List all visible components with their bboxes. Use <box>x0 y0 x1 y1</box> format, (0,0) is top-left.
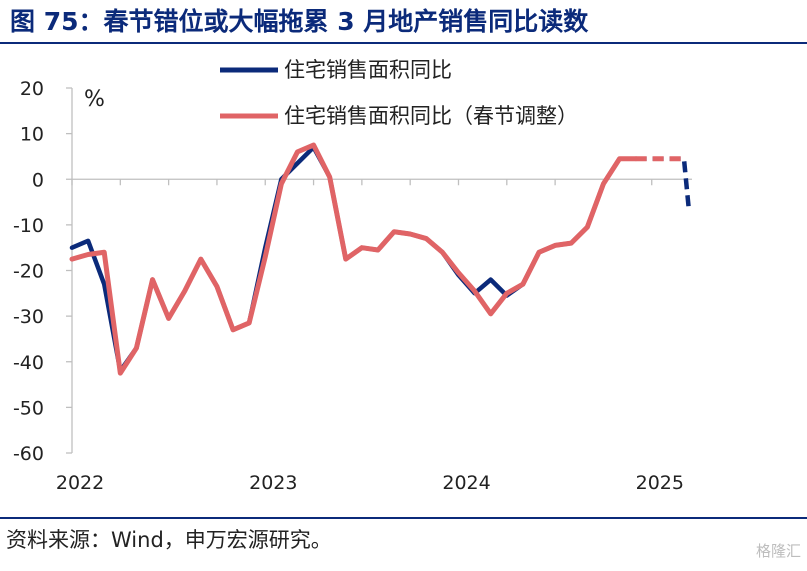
series-raw-line <box>69 145 638 374</box>
source-note: 资料来源：Wind，申万宏源研究。 <box>6 528 332 552</box>
x-tick-label: 2025 <box>636 472 684 494</box>
legend-label-raw: 住宅销售面积同比 <box>284 58 452 82</box>
x-tick-label: 2024 <box>442 472 490 494</box>
title-underline <box>0 42 807 44</box>
series-adjusted-line <box>69 142 639 376</box>
figure-title: 图 75：春节错位或大幅拖累 3 月地产销售同比读数 <box>10 7 589 36</box>
y-tick-label: -40 <box>13 352 44 374</box>
chart-axes: 20 10 0 -10 -20 -30 -40 -50 -60 2022 2023 2024 2025 <box>13 78 692 494</box>
y-tick-label: 0 <box>32 169 44 191</box>
y-tick-label: 10 <box>20 124 44 146</box>
watermark: 格隆汇 <box>755 542 801 560</box>
x-tick-label: 2022 <box>56 472 104 494</box>
chart-series <box>69 142 692 376</box>
y-tick-label: -60 <box>13 443 44 465</box>
y-unit-label: % <box>84 87 105 112</box>
y-tick-label: 20 <box>20 78 44 100</box>
legend-label-adjusted: 住宅销售面积同比（春节调整） <box>284 104 578 128</box>
y-tick-label: -10 <box>13 215 44 237</box>
footer-rule <box>0 517 807 519</box>
y-tick-label: -50 <box>13 397 44 419</box>
chart-legend: 住宅销售面积同比 住宅销售面积同比（春节调整） <box>220 58 578 128</box>
x-tick-label: 2023 <box>249 472 297 494</box>
y-tick-label: -30 <box>13 306 44 328</box>
y-tick-label: -20 <box>13 261 44 283</box>
series-raw-dashed-segment <box>635 156 692 210</box>
